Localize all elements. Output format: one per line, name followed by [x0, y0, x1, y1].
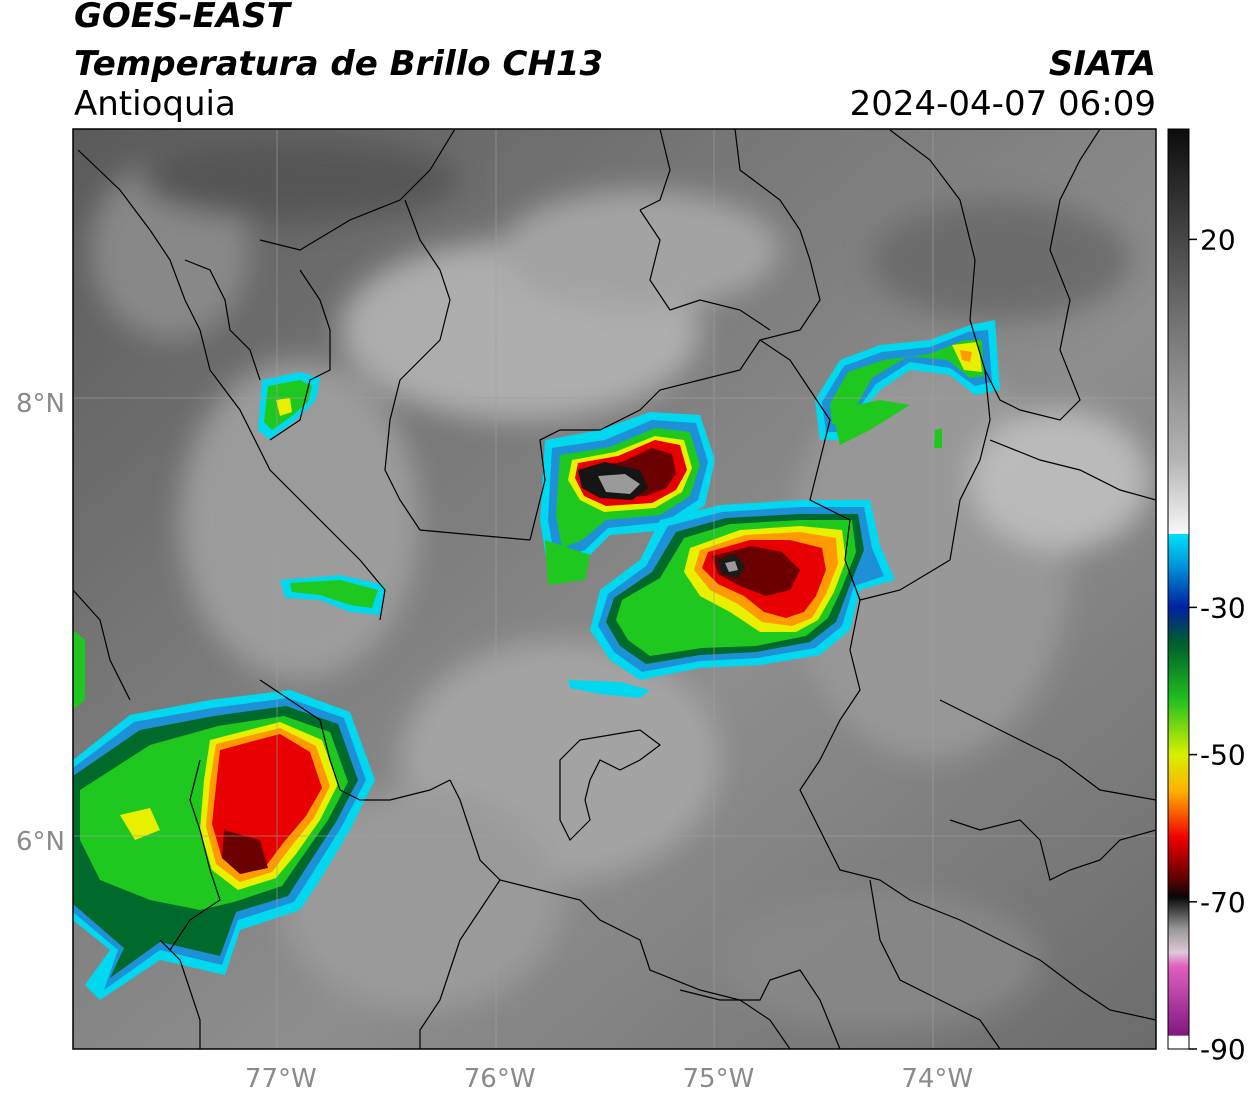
lon-label: 76°W — [464, 1064, 536, 1094]
graticule — [73, 129, 1156, 1049]
boundaries — [73, 129, 1156, 1049]
lat-label: 8°N — [16, 389, 65, 419]
colorbar-tick-label: -70 — [1200, 886, 1246, 919]
storm-cell-north-center — [540, 412, 715, 570]
longitude-labels: 77°W 76°W 75°W 74°W — [245, 1064, 973, 1094]
colorbar-tick-label: 20 — [1200, 223, 1236, 256]
storm-cell-center-east — [545, 500, 895, 698]
datetime-label: 2024-04-07 06:09 — [849, 84, 1156, 124]
storm-cell-northwest — [258, 372, 385, 615]
colorbar: 20 -30 -50 -70 -90 — [1167, 128, 1246, 1066]
storm-cell-southwest — [73, 630, 375, 1000]
lon-label: 77°W — [245, 1064, 317, 1094]
lon-label: 74°W — [901, 1064, 973, 1094]
satellite-title: GOES-EAST — [74, 0, 290, 36]
colorbar-tick-label: -50 — [1200, 739, 1246, 772]
region-label: Antioquia — [74, 84, 236, 124]
colorbar-tick-label: -90 — [1200, 1033, 1246, 1066]
imagery-layer — [73, 129, 1156, 1049]
product-title: Temperatura de Brillo CH13 — [74, 44, 604, 84]
lat-label: 6°N — [16, 827, 65, 857]
colorbar-frame — [1167, 128, 1190, 1050]
storm-cells — [73, 320, 1000, 1000]
latitude-labels: 8°N 6°N — [16, 389, 65, 857]
storm-cell-northeast — [815, 320, 1000, 448]
map-frame — [72, 128, 1157, 1050]
colorbar-ticks: 20 -30 -50 -70 -90 — [1189, 223, 1246, 1066]
agency-label: SIATA — [1048, 44, 1156, 84]
colorbar-gradient — [1168, 129, 1189, 1049]
colorbar-tick-label: -30 — [1200, 591, 1246, 624]
lon-label: 75°W — [683, 1064, 755, 1094]
